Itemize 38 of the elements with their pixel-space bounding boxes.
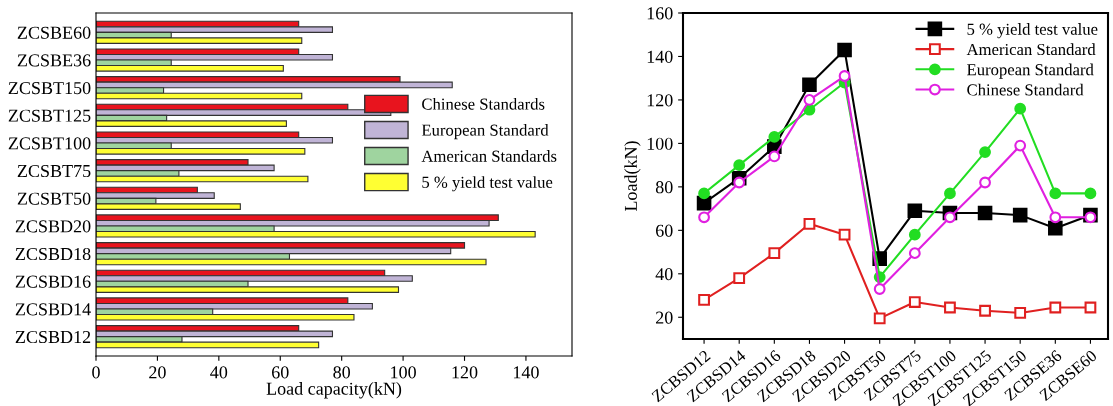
legend-label: 5 % yield test value — [422, 176, 553, 192]
x-tick-label: 100 — [391, 366, 416, 379]
y-tick-label: ZCSBE60 — [17, 26, 91, 39]
y-tick-label: ZCSBT100 — [8, 137, 91, 150]
y-tick-label: 20 — [656, 311, 673, 324]
x-tick-label: 20 — [149, 366, 166, 379]
legend-label: European Standard — [421, 124, 549, 140]
y-tick-label: ZCSBD12 — [15, 330, 91, 344]
x-tick-label: 120 — [452, 366, 478, 379]
y-tick-label: ZCSBT150 — [8, 81, 91, 95]
y-tick-label: ZCSBE36 — [17, 54, 91, 67]
x-tick-label: 0 — [92, 366, 100, 379]
legend-label: Chinese Standards — [422, 97, 545, 110]
y-tick-label: 140 — [647, 50, 673, 63]
legend-label: European Standard — [967, 63, 1094, 79]
y-tick-label: 40 — [655, 268, 673, 281]
y-tick-label: ZCSBD14 — [15, 303, 91, 316]
y-tick-label: ZCSBT125 — [8, 109, 91, 122]
x-tick-label: 140 — [513, 366, 539, 379]
y-tick-label: ZCSBT75 — [17, 164, 91, 178]
y-tick-label: 80 — [655, 181, 673, 194]
y-tick-label: 100 — [647, 137, 673, 150]
y-tick-label: 160 — [647, 7, 673, 20]
legend-label: American Standard — [966, 43, 1096, 56]
x-tick-label: 40 — [210, 366, 228, 379]
x-axis-title: Load capacity(kN) — [266, 382, 402, 399]
y-tick-label: ZCSBD20 — [15, 220, 91, 233]
legend-label: Chinese Standard — [967, 83, 1084, 96]
y-tick-label: ZCSBD18 — [15, 247, 91, 261]
y-tick-label: ZCSBT50 — [17, 192, 91, 205]
x-tick-label: 60 — [272, 366, 289, 379]
legend-label: 5 % yield test value — [967, 23, 1098, 39]
y-tick-label: 120 — [647, 94, 673, 107]
y-tick-label: 60 — [656, 224, 673, 237]
y-axis-title: Load(kN) — [624, 141, 641, 212]
x-tick-label: 80 — [333, 366, 351, 379]
y-tick-label: ZCSBD16 — [15, 275, 91, 288]
legend-label: American Standards — [421, 150, 557, 162]
